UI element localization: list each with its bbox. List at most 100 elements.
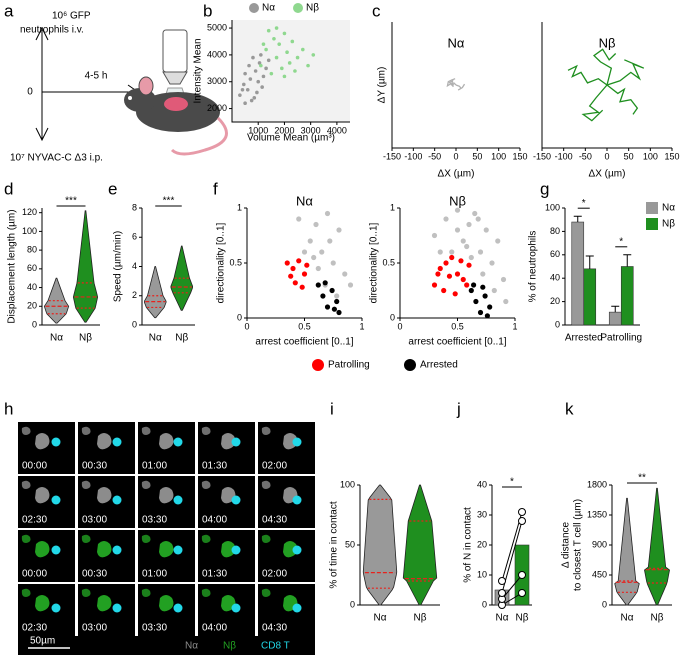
point	[466, 262, 472, 268]
cell	[35, 433, 50, 450]
timestamp: 02:30	[22, 515, 47, 526]
x-tick-label: Nα	[620, 613, 633, 624]
y-tick-label: 20	[550, 296, 560, 306]
x-tick-label: -50	[579, 151, 592, 161]
cell	[21, 426, 31, 435]
legend-label: Nα	[662, 203, 675, 214]
y-tick-label: 0	[132, 319, 137, 329]
significance: ***	[163, 196, 175, 207]
panel-label: k	[565, 399, 574, 418]
panel-title: Nα	[448, 35, 465, 50]
x-axis-label: arrest coefficient [0..1]	[408, 337, 506, 348]
point	[296, 216, 302, 222]
legend-label: CD8 T	[261, 641, 290, 652]
legend-marker	[249, 3, 259, 13]
cell	[201, 480, 211, 489]
cell	[261, 588, 271, 597]
point	[431, 282, 438, 288]
timestamp: 02:30	[22, 623, 47, 634]
x-axis-label: ΔX (µm)	[438, 169, 475, 180]
point	[477, 249, 484, 255]
legend-label: Nα	[262, 3, 275, 14]
point	[482, 293, 488, 299]
point	[249, 98, 254, 103]
timestamp: 03:30	[142, 515, 167, 526]
y-tick-label: 3000	[207, 76, 227, 86]
track	[448, 79, 457, 88]
y-tick-label: 0	[350, 599, 355, 609]
point	[260, 85, 264, 89]
y-tick-label: 40	[27, 282, 37, 292]
significance: *	[619, 236, 623, 247]
point	[315, 265, 321, 272]
time-zero: 0	[27, 87, 33, 98]
timestamp: 04:00	[202, 623, 227, 634]
panel-label: c	[372, 1, 381, 20]
point	[261, 74, 266, 79]
point	[336, 309, 342, 316]
x-tick-label: 0.5	[451, 321, 464, 331]
injection-label: neutrophils i.v.	[20, 25, 84, 36]
point	[331, 306, 337, 312]
panel-title: Nα	[296, 193, 313, 208]
timestamp: 03:00	[82, 623, 107, 634]
x-tick-label: 0	[604, 151, 609, 161]
error-bar	[611, 305, 620, 313]
point	[475, 216, 481, 222]
significance: *	[510, 477, 514, 488]
cell	[201, 426, 211, 435]
point	[330, 260, 336, 266]
mouse-tail	[170, 116, 228, 156]
point	[319, 249, 325, 255]
x-tick-label: 0	[397, 321, 402, 331]
point	[446, 273, 453, 279]
timestamp: 04:30	[262, 623, 287, 634]
point	[295, 55, 300, 60]
timestamp: 00:30	[82, 461, 107, 472]
x-tick-label: 100	[643, 151, 658, 161]
point	[272, 36, 276, 41]
cell	[221, 433, 236, 450]
point	[500, 276, 507, 283]
objective-tip	[162, 71, 188, 85]
legend-label: Nβ	[662, 219, 675, 230]
point	[280, 66, 284, 71]
duration: 4-5 h	[85, 71, 108, 82]
cd8-t-cell	[231, 603, 241, 613]
y-tick-label: 0	[482, 599, 487, 609]
x-tick-label: Nα	[373, 613, 386, 624]
point	[329, 287, 335, 294]
error-bar	[573, 215, 582, 223]
x-tick-label: 50	[624, 151, 634, 161]
cd8-t-cell	[173, 437, 183, 447]
y-tick-label: 60	[27, 263, 37, 273]
cell	[81, 480, 91, 489]
x-tick-label: Nβ	[175, 333, 188, 344]
point	[464, 282, 470, 288]
x-axis-label: Volume Mean (µm³)	[247, 133, 335, 144]
timestamp: 03:30	[142, 623, 167, 634]
cell	[261, 480, 271, 489]
x-tick-label: Arrested	[565, 333, 603, 344]
x-tick-label: Nβ	[79, 333, 92, 344]
point	[252, 96, 257, 100]
cd8-t-cell	[51, 545, 61, 555]
point	[299, 284, 305, 290]
mouse-body	[136, 92, 220, 132]
significance: **	[638, 473, 646, 484]
x-tick-label: -150	[533, 151, 551, 161]
x-tick-label: Nβ	[651, 613, 664, 624]
point	[324, 304, 331, 310]
point	[334, 298, 340, 305]
cell	[97, 541, 112, 558]
y-tick-label: 1	[390, 202, 395, 212]
cell	[159, 541, 174, 558]
cell	[81, 588, 91, 597]
x-tick-label: -100	[555, 151, 573, 161]
dot	[498, 577, 506, 585]
x-tick-label: Nα	[50, 333, 63, 344]
y-tick-label: 80	[550, 226, 560, 236]
x-tick-label: 2000	[274, 125, 294, 135]
cd8-t-cell	[231, 545, 241, 555]
